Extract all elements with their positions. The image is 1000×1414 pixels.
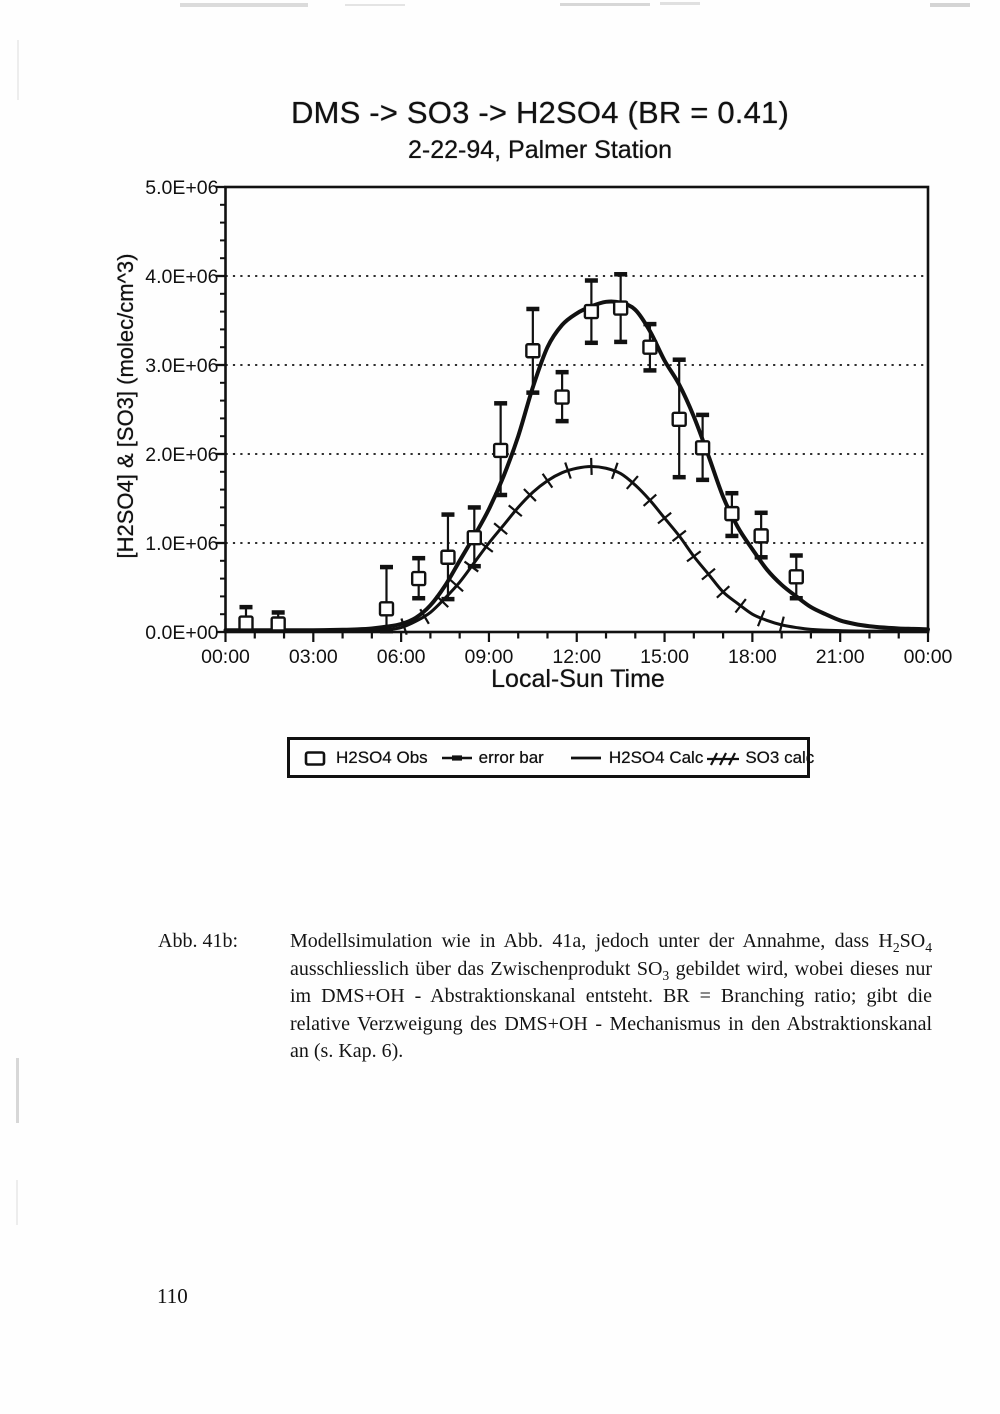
figure-caption-text: Modellsimulation wie in Abb. 41a, jedoch… — [290, 928, 932, 1066]
hatched-line-icon — [707, 752, 740, 765]
obs-square-marker — [642, 339, 658, 355]
y-gridlines — [225, 275, 928, 544]
scan-artifact — [930, 3, 970, 7]
obs-square-marker — [410, 570, 427, 587]
scan-artifact — [16, 1058, 19, 1123]
svg-text:00:00: 00:00 — [201, 646, 250, 668]
svg-text:18:00: 18:00 — [728, 646, 777, 668]
figure-subtitle: 2-22-94, Palmer Station — [407, 136, 673, 164]
obs-square-marker — [583, 303, 600, 320]
obs-square-marker — [671, 411, 687, 427]
svg-text:3.0E+06: 3.0E+06 — [145, 355, 218, 377]
obs-square-marker — [612, 300, 629, 316]
svg-text:12:00: 12:00 — [552, 646, 601, 668]
chart-plot-area: 0.0E+00 1.0E+06 2.0E+06 3.0E+06 4.0E+06 5.0E+… — [145, 177, 952, 668]
obs-square-marker — [270, 616, 286, 632]
scan-artifact — [17, 40, 19, 100]
svg-text:0.0E+00: 0.0E+00 — [145, 622, 218, 644]
legend-item-error-bar: error bar — [441, 748, 544, 768]
caption-line: relative Verzweigung des DMS+OH - Mechan… — [290, 1012, 932, 1035]
caption-line: an (s. Kap. 6). — [290, 1040, 404, 1063]
obs-square-marker — [788, 569, 804, 585]
legend-label: H2SO4 Obs — [336, 747, 428, 767]
svg-text:06:00: 06:00 — [377, 646, 426, 668]
legend-label: error bar — [478, 747, 544, 767]
svg-text:03:00: 03:00 — [289, 646, 338, 668]
obs-square-marker — [525, 343, 541, 359]
obs-square-marker — [378, 601, 395, 617]
svg-text:00:00: 00:00 — [904, 646, 953, 668]
obs-square-marker — [466, 529, 483, 546]
y-axis-title: [H2SO4] & [SO3] (molec/cm^3) — [113, 253, 138, 559]
obs-square-marker — [694, 440, 711, 456]
svg-text:5.0E+06: 5.0E+06 — [145, 177, 218, 199]
legend-label: H2SO4 Calc — [608, 747, 704, 767]
obs-square-marker — [753, 528, 769, 544]
error-bar-line-icon — [441, 754, 472, 761]
page-number: 110 — [157, 1284, 188, 1308]
x-axis-title: Local-Sun Time — [491, 665, 665, 693]
chart-legend: H2SO4 Obs error bar H2SO4 Calc SO3 calc — [287, 737, 814, 778]
caption-line: Modellsimulation wie in Abb. 41a, jedoch… — [290, 930, 932, 955]
obs-square-marker — [724, 505, 740, 522]
open-square-marker-icon — [304, 750, 326, 766]
caption-line: im DMS+OH - Abstraktionskanal entsteht. … — [290, 985, 932, 1008]
legend-item-h2so4-calc: H2SO4 Calc — [570, 748, 703, 768]
svg-text:15:00: 15:00 — [640, 646, 689, 668]
obs-square-marker — [492, 442, 509, 459]
plot-frame — [224, 185, 930, 634]
scan-artifact — [16, 1180, 18, 1225]
scan-artifact — [180, 3, 308, 7]
y-tick-labels: 0.0E+00 1.0E+06 2.0E+06 3.0E+06 4.0E+06 5.0E+… — [145, 177, 218, 644]
x-tick-labels: 00:00 03:00 06:00 09:00 12:00 15:00 18:00 21:00… — [201, 646, 952, 668]
obs-square-marker — [554, 389, 570, 405]
series-h2so4-calc — [223, 299, 930, 633]
solid-line-icon — [570, 756, 601, 759]
figure-title: DMS -> SO3 -> H2SO4 (BR = 0.41) — [290, 95, 790, 130]
legend-item-so3-calc: SO3 calc — [706, 748, 814, 768]
legend-label: SO3 calc — [745, 747, 815, 767]
obs-square-marker — [238, 615, 254, 631]
scan-artifact — [345, 4, 405, 6]
legend-item-h2so4-obs: H2SO4 Obs — [303, 748, 428, 768]
svg-text:1.0E+06: 1.0E+06 — [145, 533, 218, 555]
obs-square-marker — [440, 549, 456, 565]
svg-text:4.0E+06: 4.0E+06 — [145, 266, 218, 288]
scan-artifact — [560, 3, 650, 6]
series-so3-calc — [224, 457, 930, 636]
caption-line: ausschliesslich über das Zwischenprodukt… — [290, 957, 932, 983]
svg-text:2.0E+06: 2.0E+06 — [145, 444, 218, 466]
obs-points — [238, 300, 804, 632]
axis-ticks — [216, 185, 930, 642]
obs-error-bars — [239, 272, 803, 634]
svg-text:09:00: 09:00 — [465, 646, 514, 668]
scan-artifact — [660, 2, 700, 5]
svg-text:21:00: 21:00 — [816, 646, 865, 668]
figure-caption-label: Abb. 41b: — [158, 930, 238, 952]
